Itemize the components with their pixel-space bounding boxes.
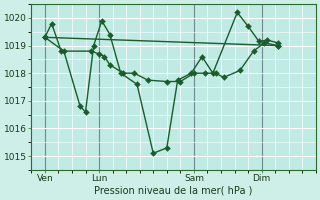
X-axis label: Pression niveau de la mer( hPa ): Pression niveau de la mer( hPa ) (94, 186, 253, 196)
